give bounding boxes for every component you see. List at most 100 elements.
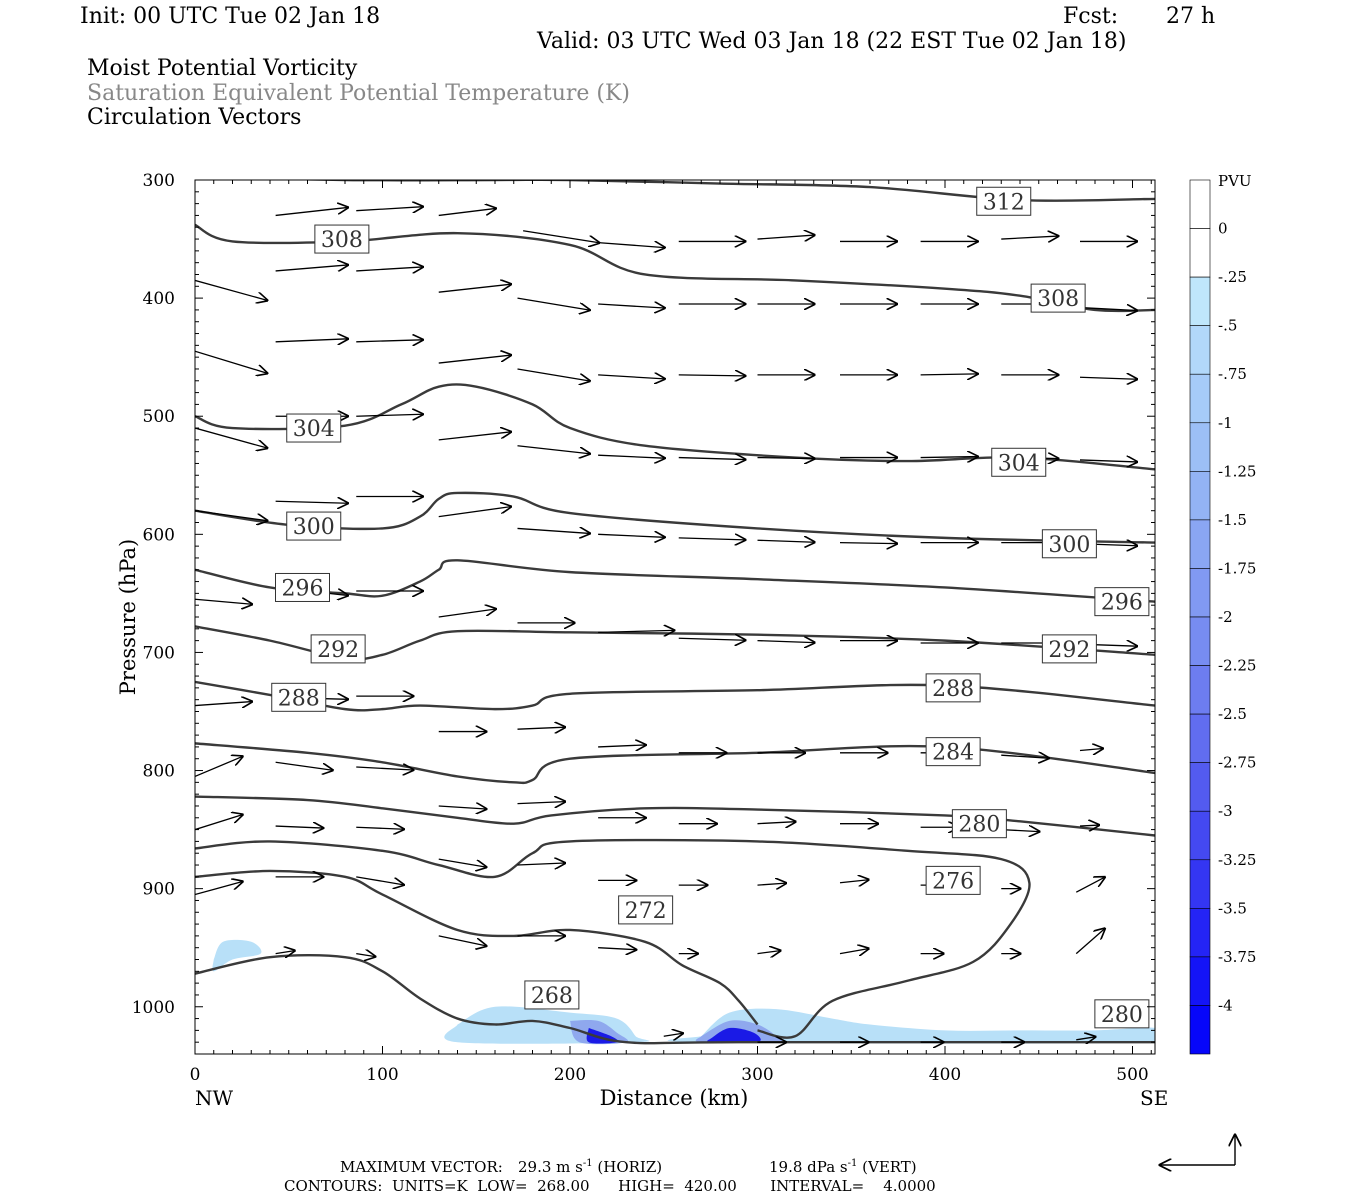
svg-text:300: 300 — [1048, 533, 1090, 558]
svg-text:280: 280 — [958, 813, 1000, 838]
circulation-vector — [598, 304, 665, 308]
y-tick-label: 900 — [143, 880, 175, 900]
colorbar-tick-label: 0 — [1218, 220, 1228, 238]
max-vector-vertical: 19.8 dPa s-1 (VERT) — [769, 1158, 917, 1176]
circulation-vector — [517, 368, 590, 381]
theta-contour-288 — [195, 680, 1155, 712]
theta-contour-268 — [195, 954, 1155, 1045]
circulation-vector — [195, 279, 267, 300]
circulation-vector — [678, 538, 746, 540]
contour-label: 292 — [1041, 634, 1097, 664]
colorbar-tick-label: -1.75 — [1218, 559, 1256, 577]
theta-contour-276 — [195, 838, 1031, 1039]
circulation-vector — [839, 949, 869, 954]
circulation-vector — [517, 445, 590, 454]
colorbar-swatch — [1189, 519, 1211, 569]
svg-text:268: 268 — [531, 984, 573, 1009]
colorbar-tick-label: -1.25 — [1218, 462, 1256, 480]
colorbar-tick-label: -3.5 — [1218, 899, 1247, 917]
x-tick-label: 100 — [366, 1065, 398, 1085]
circulation-vector — [195, 510, 267, 521]
colorbar-tick-label: -4 — [1218, 996, 1233, 1014]
svg-text:280: 280 — [1101, 1003, 1143, 1028]
circulation-vector — [356, 340, 423, 342]
svg-text:300: 300 — [293, 515, 335, 540]
circulation-vector — [598, 243, 665, 248]
pv-region — [667, 1008, 1155, 1044]
contour-label: 296 — [1094, 587, 1150, 617]
forecast-hours: 27 h — [1166, 4, 1216, 29]
colorbar-swatch — [1189, 325, 1211, 375]
colorbar-swatch — [1189, 373, 1211, 424]
colorbar-tick-label: -2.25 — [1218, 657, 1256, 675]
contour-label: 300 — [286, 511, 342, 541]
contour-label: 280 — [951, 809, 1007, 839]
colorbar-tick-label: -.75 — [1218, 365, 1247, 383]
contour-label: 308 — [314, 224, 370, 254]
forecast-label: Fcst: — [1063, 4, 1119, 29]
circulation-vector — [356, 267, 423, 271]
colorbar-swatch — [1189, 179, 1211, 229]
contour-label: 292 — [310, 634, 366, 664]
colorbar-title: PVU — [1218, 172, 1252, 190]
circulation-vector — [757, 540, 815, 542]
field-title-theta: Saturation Equivalent Potential Temperat… — [87, 81, 630, 106]
svg-text:296: 296 — [1101, 591, 1143, 616]
circulation-vector — [598, 455, 665, 458]
circulation-vector — [663, 1033, 683, 1036]
x-tick-label: 0 — [190, 1065, 201, 1085]
circulation-vector — [1079, 460, 1137, 462]
colorbar-swatch — [1189, 956, 1211, 1006]
circulation-vector — [523, 230, 599, 243]
circulation-vector — [438, 355, 511, 364]
colorbar-swatch — [1189, 665, 1211, 715]
theta-contour-272 — [195, 869, 759, 1026]
circulation-vector — [438, 284, 511, 293]
colorbar-tick-label: -3.75 — [1218, 948, 1256, 966]
svg-text:308: 308 — [1037, 287, 1079, 312]
y-tick-label: 500 — [143, 407, 175, 427]
circulation-vector — [839, 880, 869, 883]
circulation-vector — [1079, 308, 1137, 311]
svg-text:312: 312 — [983, 190, 1025, 215]
colorbar-tick-label: -2.5 — [1218, 705, 1247, 723]
contour-label: 288 — [925, 673, 981, 703]
circulation-vector — [517, 528, 590, 533]
colorbar-swatch — [1189, 276, 1211, 326]
svg-text:292: 292 — [317, 638, 359, 663]
x-tick-label: 300 — [741, 1065, 773, 1085]
circulation-vector — [598, 375, 665, 379]
y-tick-label: 400 — [143, 289, 175, 309]
x-axis-label: Distance (km) — [600, 1086, 749, 1110]
circulation-vector — [195, 882, 243, 896]
svg-text:296: 296 — [282, 576, 324, 601]
circulation-vector — [517, 727, 566, 729]
circulation-vector — [438, 858, 487, 867]
circulation-vector — [275, 951, 295, 954]
colorbar-tick-label: -2 — [1218, 608, 1233, 626]
colorbar-tick-label: -3.25 — [1218, 851, 1256, 869]
circulation-vector — [517, 297, 590, 310]
theta-contour-284 — [195, 742, 1155, 785]
circulation-vector — [757, 822, 796, 824]
colorbar-tick-label: -3 — [1218, 802, 1233, 820]
circulation-vector — [678, 375, 746, 376]
circulation-vector — [1079, 377, 1137, 379]
colorbar-tick-label: -2.75 — [1218, 754, 1256, 772]
max-vector-label: MAXIMUM VECTOR: — [340, 1158, 503, 1176]
circulation-vector — [438, 935, 487, 946]
circulation-vector — [438, 507, 511, 518]
circulation-vector — [438, 609, 496, 618]
contour-label: 288 — [271, 682, 327, 712]
circulation-vector — [275, 339, 348, 342]
svg-text:276: 276 — [932, 869, 974, 894]
circulation-vector — [757, 235, 815, 239]
circulation-vector — [598, 630, 674, 632]
x-end-label-right: SE — [1140, 1086, 1168, 1110]
circulation-vector — [356, 876, 404, 885]
circulation-vector — [1076, 1037, 1095, 1040]
circulation-vector — [920, 457, 978, 458]
reference-vector-icon — [1160, 1135, 1235, 1165]
contour-info: CONTOURS: UNITS=K LOW= 268.00 HIGH= 420.… — [284, 1177, 936, 1195]
colorbar-swatch — [1189, 471, 1211, 521]
